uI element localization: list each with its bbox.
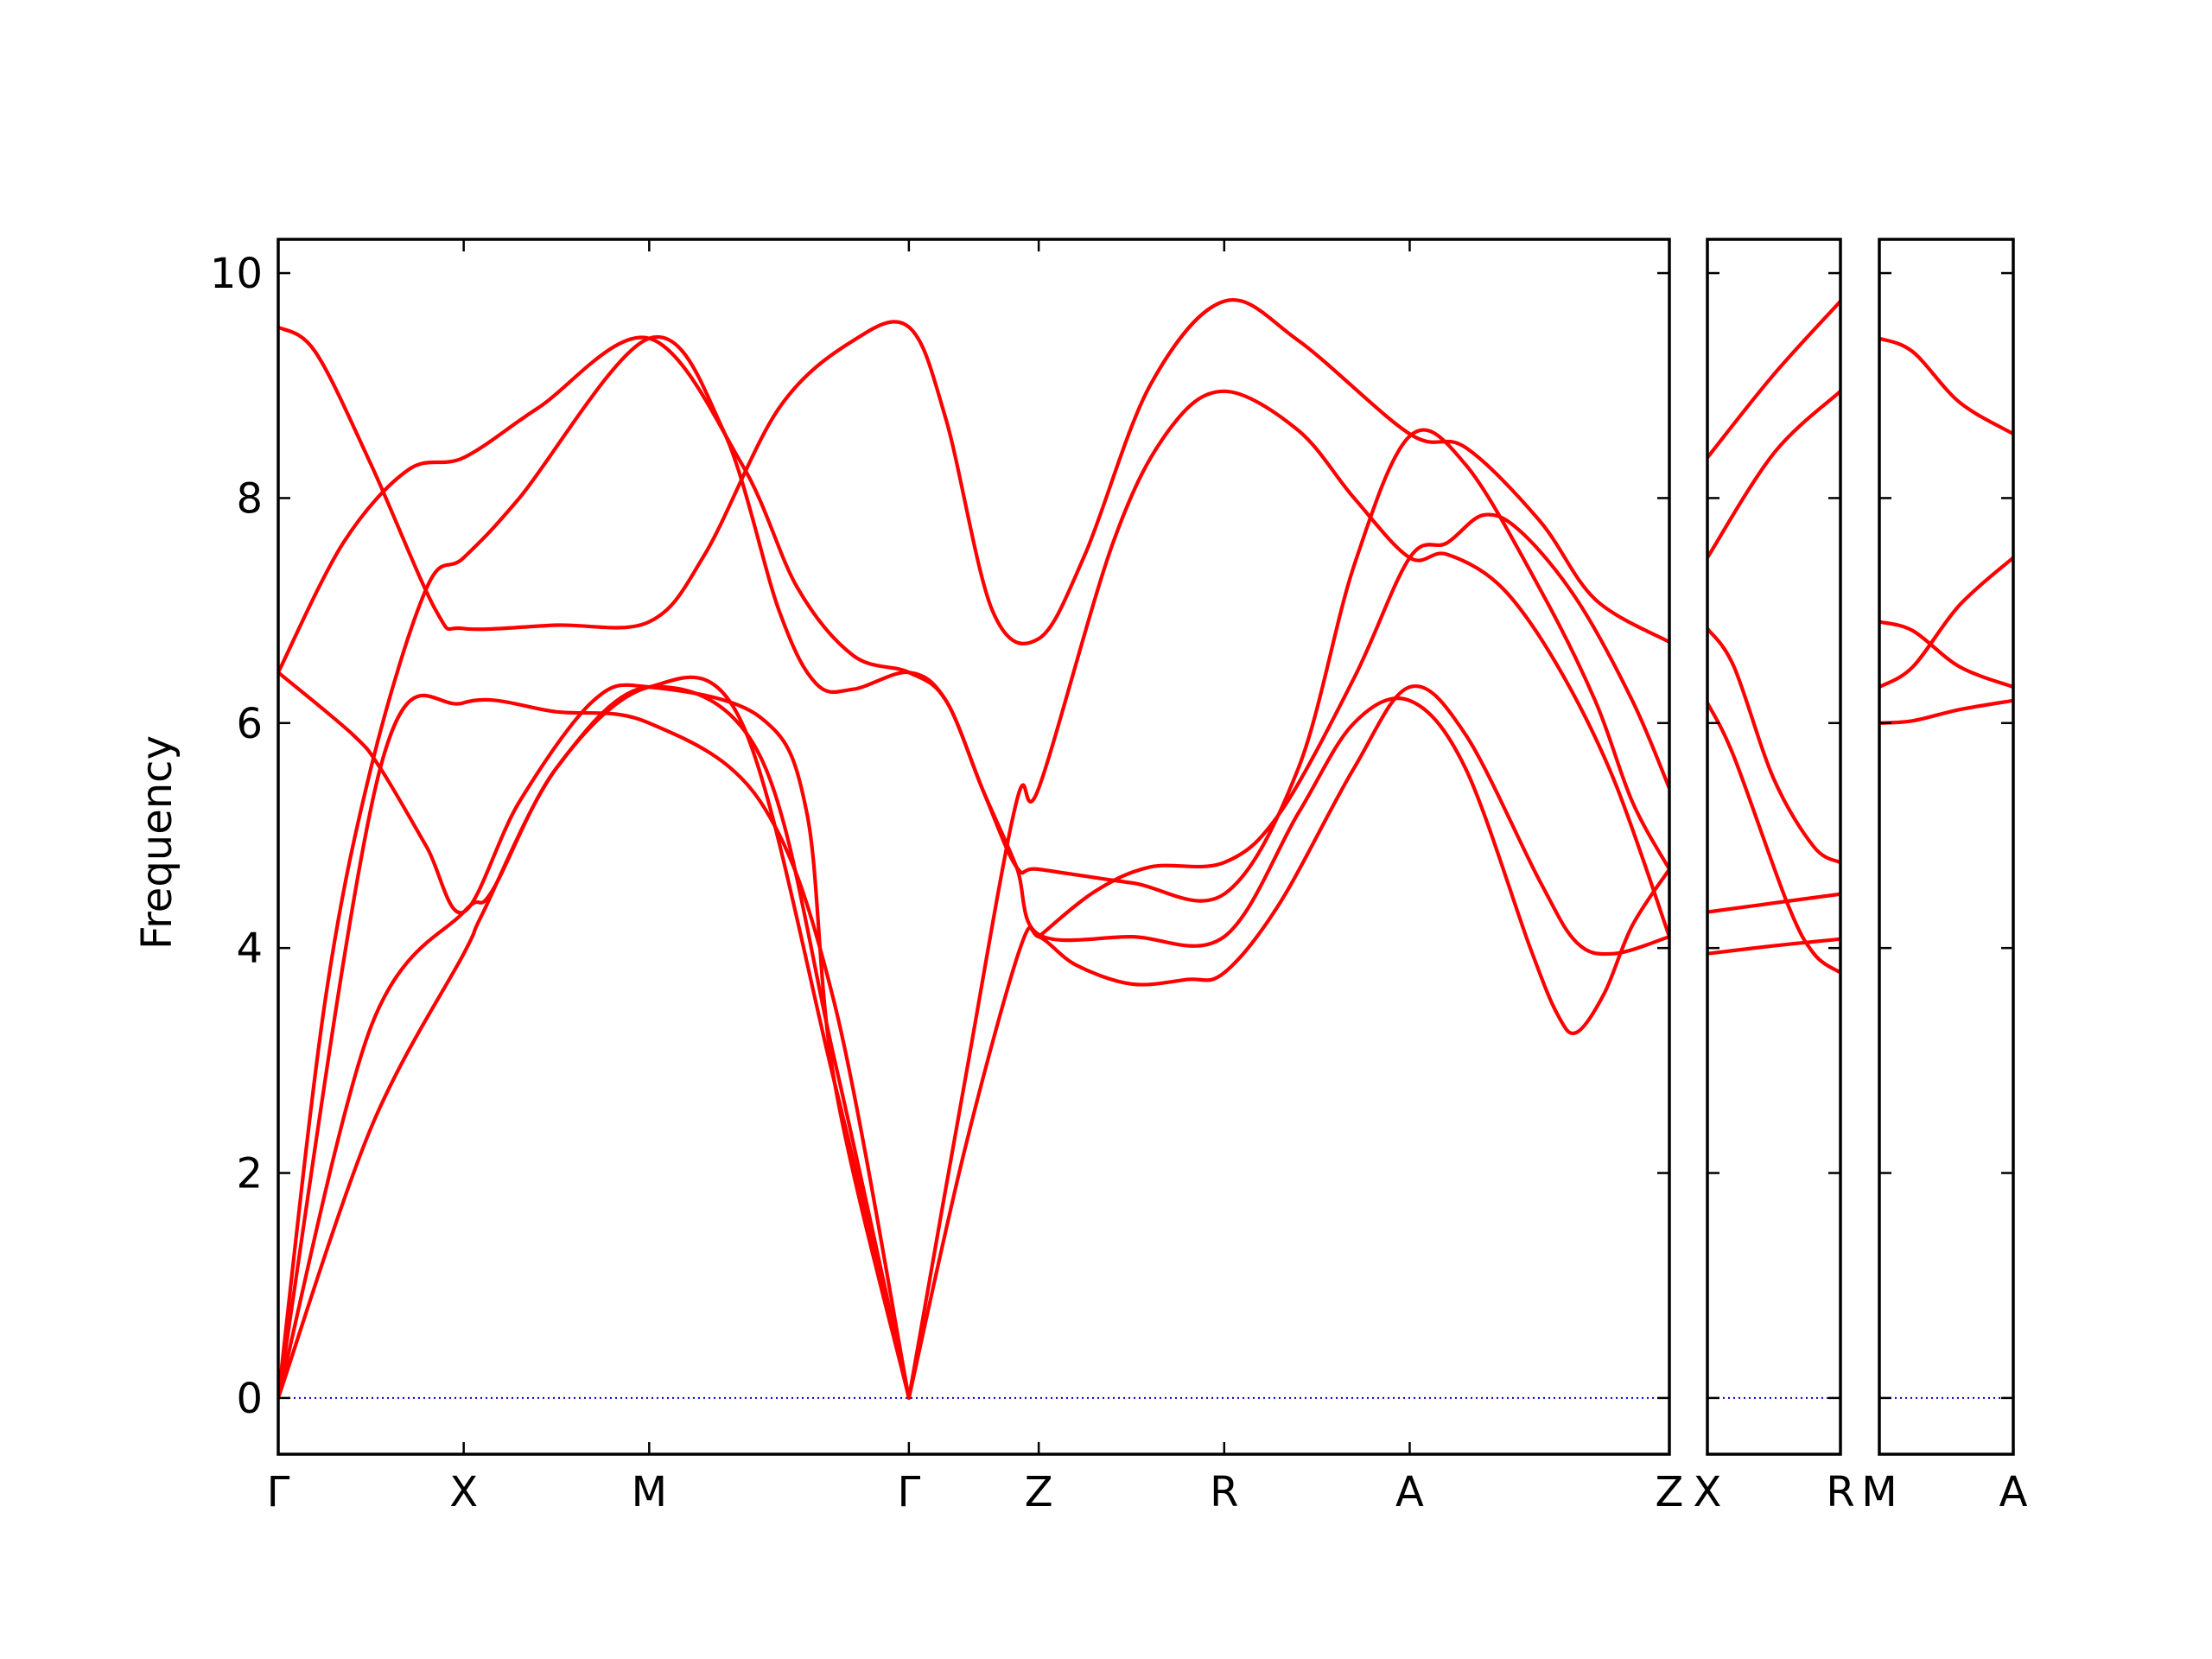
panel-frame — [276, 238, 1671, 1456]
band-line-4 — [278, 671, 911, 1400]
band-line-6 — [278, 298, 1669, 646]
panel-frame — [1878, 238, 2015, 1456]
x-tick-label: X — [1694, 1468, 1722, 1516]
band-panel-1: 0 2 4 6 8 10 Γ X M Γ Z R A Z — [210, 238, 1684, 1516]
panel-frame — [1706, 238, 1842, 1456]
y-tick-label: 8 — [236, 474, 263, 523]
bands — [1707, 299, 1840, 1399]
band-line-10 — [1037, 512, 1669, 939]
band-line-5 — [1707, 892, 1840, 914]
band-line-6 — [1707, 937, 1840, 956]
bands — [278, 298, 1669, 1400]
band-line-4 — [1707, 701, 1840, 975]
band-line-1 — [278, 675, 911, 1400]
y-tick-label: 0 — [236, 1375, 263, 1423]
band-line-7 — [278, 334, 1669, 1400]
band-line-2 — [278, 684, 911, 1400]
y-axis-label: Frequency — [133, 735, 181, 950]
band-line-3 — [1707, 626, 1840, 865]
band-line-3 — [1879, 556, 2013, 690]
y-tick-label: 6 — [236, 700, 263, 748]
band-line-5 — [278, 335, 1669, 903]
x-tick-label: R — [1826, 1468, 1854, 1516]
bands — [1879, 336, 2013, 1399]
x-tick-label: R — [1210, 1468, 1238, 1516]
band-line-2 — [1707, 389, 1840, 560]
band-line-9 — [906, 389, 1669, 1400]
y-tick-label: 2 — [236, 1150, 263, 1198]
band-line-2 — [1879, 620, 2013, 690]
y-tick-label: 10 — [210, 250, 263, 298]
x-tick-label: A — [1395, 1468, 1424, 1516]
x-tick-label: Γ — [267, 1468, 290, 1516]
band-line-1 — [1707, 299, 1840, 460]
x-tick-label: M — [632, 1468, 667, 1516]
x-tick-label: Z — [1025, 1468, 1053, 1516]
x-tick-label: A — [1999, 1468, 2028, 1516]
band-line-1 — [1879, 336, 2013, 436]
x-tick-label: Γ — [897, 1468, 920, 1516]
band-line-4 — [1879, 698, 2013, 725]
y-tick-label: 4 — [236, 925, 263, 973]
x-tick-label: M — [1861, 1468, 1897, 1516]
x-tick-label: Z — [1656, 1468, 1684, 1516]
band-line-3 — [278, 693, 911, 1400]
band-line-8 — [906, 683, 1669, 1400]
x-tick-label: X — [449, 1468, 478, 1516]
